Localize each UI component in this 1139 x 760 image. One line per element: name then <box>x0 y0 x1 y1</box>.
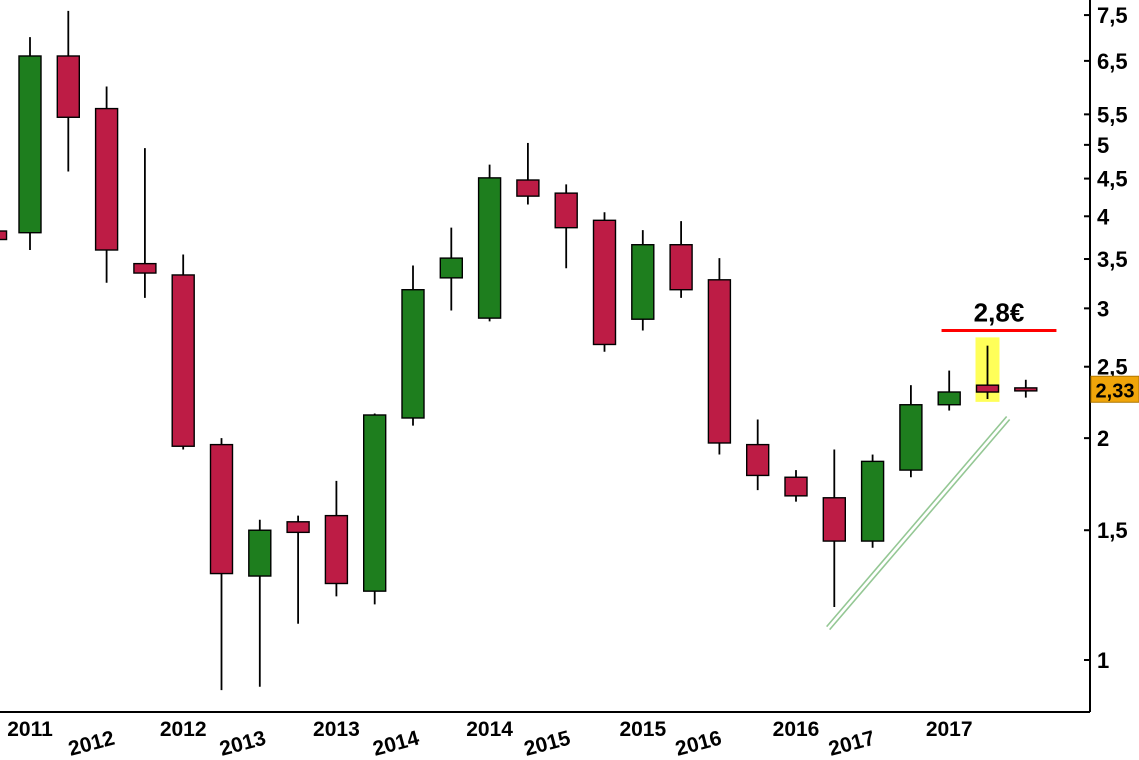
candle-body <box>860 460 885 542</box>
candle-body <box>324 514 349 585</box>
candle-body <box>171 274 195 447</box>
candle-body <box>746 443 770 477</box>
y-axis-label: 7,5 <box>1097 3 1128 28</box>
candle-body <box>439 257 463 279</box>
candle-body <box>94 107 119 251</box>
x-axis-label: 2015 <box>619 718 666 741</box>
x-axis-label: 2011 <box>7 718 53 741</box>
y-axis-label: 2,5 <box>1097 355 1128 380</box>
price-tag-label: 2,33 <box>1096 380 1135 402</box>
trend-line <box>826 415 1008 628</box>
candle-body <box>286 521 310 534</box>
y-axis-label: 2 <box>1097 426 1109 451</box>
candle-body <box>669 244 693 291</box>
candle-body <box>1014 387 1038 392</box>
candle-body <box>975 384 1000 393</box>
candle-body <box>477 177 502 319</box>
candle-body <box>707 279 732 444</box>
candle-body <box>0 230 8 241</box>
y-axis-label: 3 <box>1097 296 1109 321</box>
candle-body <box>133 262 157 274</box>
candle-body <box>822 497 846 542</box>
x-axis-label-rotated: 2016 <box>673 727 724 760</box>
resistance-label: 2,8€ <box>974 297 1025 327</box>
x-axis-label: 2012 <box>160 718 207 741</box>
candle-body <box>631 244 655 320</box>
x-axis-label-rotated: 2014 <box>370 726 421 760</box>
y-axis-label: 5,5 <box>1097 102 1128 127</box>
y-axis-label: 1,5 <box>1097 518 1128 543</box>
candle-body <box>209 443 234 575</box>
candle-body <box>363 414 387 592</box>
y-axis-label: 6,5 <box>1097 49 1128 74</box>
y-axis-label: 3,5 <box>1097 247 1128 272</box>
y-axis-label: 5 <box>1097 133 1109 158</box>
x-axis-label-rotated: 2015 <box>522 726 573 760</box>
candle-body <box>592 219 617 346</box>
candle-body <box>56 55 80 118</box>
x-axis-label-rotated: 2017 <box>826 727 877 760</box>
x-axis-label: 2013 <box>313 718 360 741</box>
candle-body <box>401 289 425 419</box>
price-tag <box>1090 375 1139 403</box>
x-axis-label: 2014 <box>466 718 513 741</box>
candle-body <box>516 179 540 197</box>
candle-body <box>937 391 961 406</box>
y-axis-label: 4,5 <box>1097 167 1128 192</box>
x-axis-label: 2017 <box>926 718 973 741</box>
candle-body <box>248 529 272 577</box>
x-axis-label-rotated: 2012 <box>66 727 117 760</box>
candle-body <box>554 192 578 229</box>
trend-line <box>829 418 1011 631</box>
y-axis-label: 1 <box>1097 648 1109 673</box>
y-axis-label: 4 <box>1097 204 1110 229</box>
candle-body <box>899 404 923 471</box>
x-axis-label-rotated: 2013 <box>217 727 268 760</box>
candle-body <box>18 55 42 234</box>
candle-body <box>784 476 808 497</box>
x-axis-label: 2016 <box>773 718 820 741</box>
